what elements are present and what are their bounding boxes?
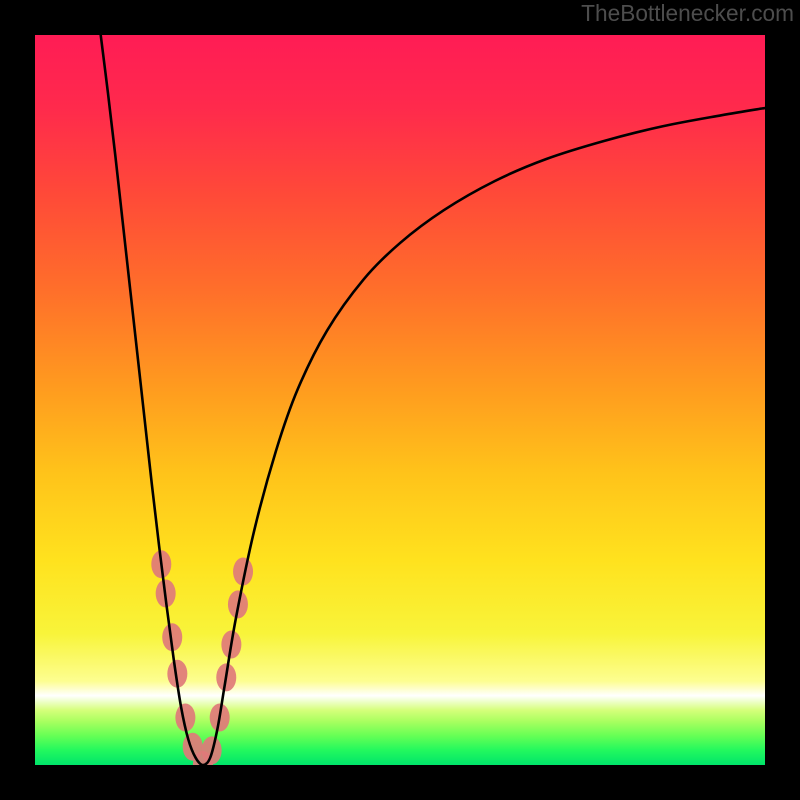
- bottleneck-chart-svg: [0, 0, 800, 800]
- watermark-label: TheBottlenecker.com: [581, 0, 794, 27]
- bottleneck-chart-stage: TheBottlenecker.com: [0, 0, 800, 800]
- chart-background: [35, 35, 765, 765]
